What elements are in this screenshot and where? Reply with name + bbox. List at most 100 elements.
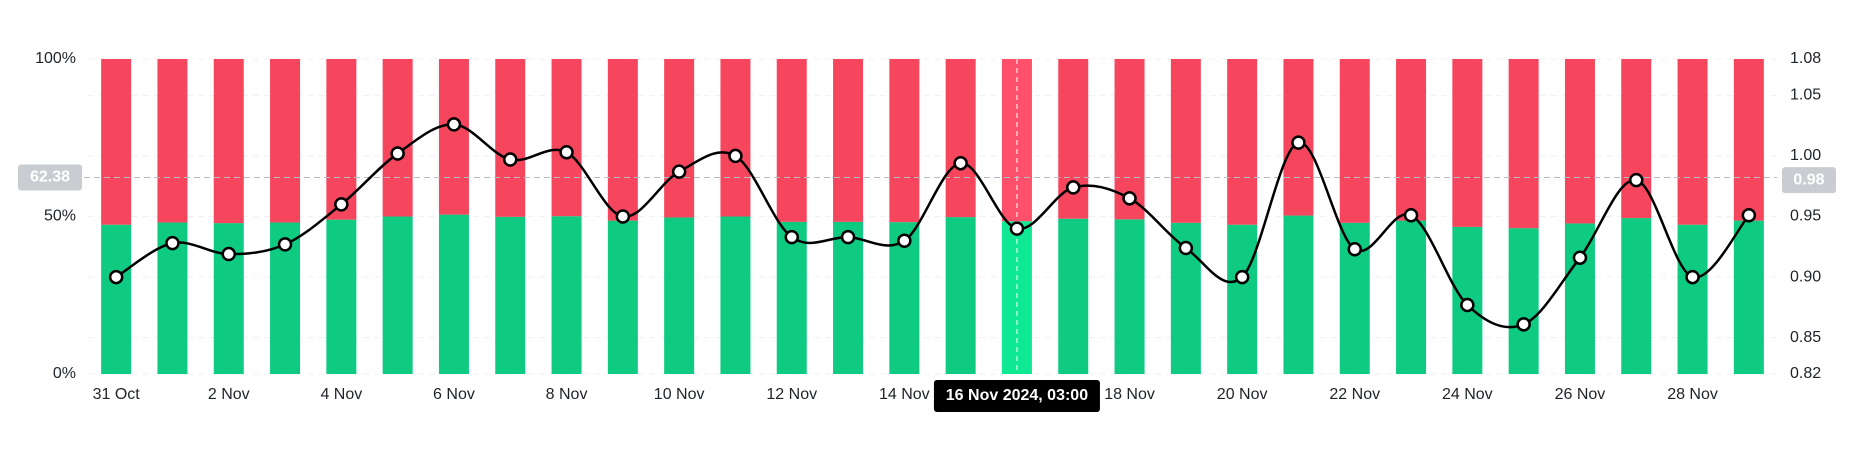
x-tick-label: 4 Nov — [320, 386, 362, 403]
line-point — [221, 246, 236, 262]
bars — [101, 59, 1764, 374]
y-tick-label: 0% — [53, 365, 76, 382]
bar-segment — [213, 223, 244, 374]
line-point — [1234, 269, 1250, 285]
crosshair-y-box — [18, 164, 82, 191]
x-tick-label: 8 Nov — [546, 386, 588, 403]
bar-segment — [326, 219, 357, 374]
x-tick-label: 24 Nov — [1442, 386, 1493, 403]
bar-segment — [607, 59, 638, 221]
bar-segment — [1058, 218, 1089, 374]
bar-segment — [1114, 219, 1145, 374]
bar-segment — [382, 59, 413, 217]
line-point — [1516, 317, 1531, 332]
line-point — [108, 269, 124, 285]
y-tick-label: 50% — [44, 208, 76, 225]
bar-segment — [1733, 59, 1764, 221]
bar-segment — [213, 59, 244, 224]
bar-segment — [326, 59, 357, 220]
bar-segment — [382, 216, 413, 374]
line-layer — [108, 117, 1757, 332]
bar-segment — [1227, 224, 1258, 374]
y2-tick-label: 0.90 — [1790, 268, 1821, 285]
line-point — [897, 233, 912, 248]
bar-segment — [1621, 59, 1652, 219]
bar-segment — [945, 217, 976, 374]
y2-tick-label: 1.08 — [1790, 50, 1821, 67]
line-point — [1460, 297, 1475, 313]
bar-segment — [607, 220, 638, 374]
bar-segment — [720, 59, 751, 217]
bar-segment — [776, 221, 807, 374]
line-point — [1291, 135, 1306, 150]
y2-tick-label: 0.82 — [1790, 365, 1821, 382]
x-tick-label: 31 Oct — [93, 386, 141, 403]
line-point — [165, 235, 180, 251]
line-point — [840, 229, 856, 245]
bar-segment — [1564, 223, 1595, 374]
line-point — [1572, 250, 1588, 265]
line — [115, 123, 1750, 329]
crosshair — [84, 59, 1777, 374]
line-point — [784, 229, 799, 245]
line-point — [503, 152, 518, 167]
x-tick-label: 12 Nov — [766, 386, 817, 403]
bar-segment — [270, 59, 301, 223]
line-point — [1685, 269, 1700, 285]
x-tick-label: 10 Nov — [654, 386, 705, 403]
bar-segment — [1621, 218, 1652, 374]
line-point — [1066, 180, 1081, 195]
line-point — [1629, 172, 1644, 188]
x-tick-label: 28 Nov — [1667, 386, 1718, 403]
bar-segment — [833, 221, 864, 374]
bar-segment — [495, 216, 526, 374]
y2-tick-label: 1.00 — [1790, 147, 1821, 164]
bar-segment — [945, 59, 976, 218]
x-tick-label: 22 Nov — [1329, 386, 1380, 403]
x-tick-label: 20 Nov — [1217, 386, 1268, 403]
bar-segment — [1508, 59, 1539, 229]
y2-tick-label: 1.05 — [1790, 87, 1821, 104]
bar-segment — [1564, 59, 1595, 224]
bar-segment — [551, 216, 582, 374]
bar-segment — [1508, 228, 1539, 374]
bar-segment — [889, 59, 920, 223]
crosshair-x-box — [933, 380, 1100, 412]
line-point — [1741, 208, 1757, 223]
bar-segment — [1677, 59, 1708, 225]
line-point — [446, 117, 462, 132]
bar-segment — [438, 214, 469, 374]
crosshair-x-label: 16 Nov 2024, 03:00 — [946, 387, 1088, 404]
line-point — [953, 155, 968, 171]
bar-segment — [101, 59, 132, 225]
x-tick-label: 14 Nov — [879, 386, 930, 403]
bar-segment — [1396, 59, 1427, 221]
line-point — [1178, 240, 1194, 256]
bar-segment — [1227, 59, 1258, 225]
x-tick-label: 2 Nov — [208, 386, 250, 403]
y2-tick-label: 0.95 — [1790, 208, 1821, 225]
crosshair-y2-label: 0.98 — [1793, 171, 1824, 188]
x-tick-label: 6 Nov — [433, 386, 475, 403]
bar-segment — [1452, 59, 1483, 227]
bar-segment — [1283, 215, 1314, 374]
line-point — [1009, 221, 1025, 236]
bar-segment — [776, 59, 807, 222]
bar-segment — [551, 59, 582, 217]
bar-segment — [1677, 224, 1708, 374]
bar-segment — [664, 59, 695, 218]
line-point — [728, 148, 743, 164]
crosshair-y2-box — [1782, 167, 1836, 194]
bar-segment — [438, 59, 469, 215]
line-point — [559, 145, 574, 160]
bar-segment — [1733, 220, 1764, 374]
bar-segment — [1339, 59, 1370, 223]
bar-segment — [101, 224, 132, 374]
x-tick-label: 18 Nov — [1104, 386, 1155, 403]
line-point — [277, 237, 293, 252]
line-point — [390, 146, 405, 161]
bar-segment — [664, 217, 695, 374]
bar-segment — [833, 59, 864, 222]
